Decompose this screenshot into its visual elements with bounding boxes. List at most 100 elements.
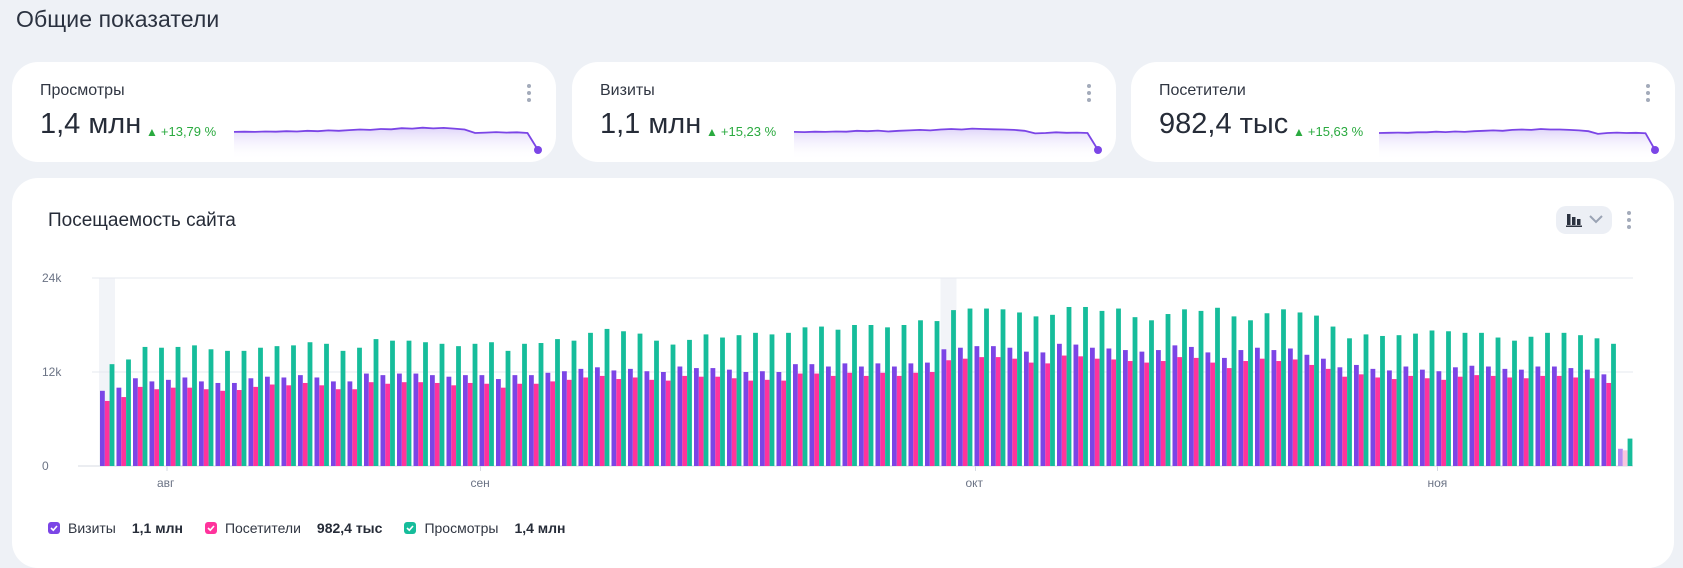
bar-visitors [797,373,803,466]
bar-visitors [880,372,886,466]
bar-visitors [352,389,358,466]
bar-visitors [335,389,341,466]
bar-visitors [698,376,704,466]
bar-views [571,340,577,466]
bar-views [109,364,115,466]
bar-visitors [302,382,308,466]
bar-visitors [368,382,374,466]
legend-item-views[interactable]: Просмотры 1,4 млн [404,520,566,536]
bar-visitors [170,387,176,466]
bar-visits [1007,347,1013,466]
bar-visitors [220,390,226,466]
bar-views [786,332,791,466]
bar-visitors [484,383,490,466]
kpi-delta: ▲ +15,23 % [706,124,776,139]
sparkline [793,127,1102,160]
checkbox-checked-icon[interactable] [404,522,417,534]
checkbox-checked-icon[interactable] [204,522,217,534]
bar-visitors [1540,375,1546,466]
bar-visits [628,368,633,466]
bar-views [472,343,478,466]
bar-visits [859,366,864,466]
bar-visitors [203,389,209,466]
bar-visitors [418,382,424,466]
legend-value: 982,4 тыс [316,520,383,536]
kpi-card-visits[interactable]: Визиты 1,1 млн ▲ +15,23 % [572,62,1116,162]
chart-type-select[interactable] [1556,206,1612,234]
bar-visits [199,381,204,466]
bar-visits [1271,350,1277,466]
bar-visits [611,370,617,466]
legend-value: 1,1 млн [131,520,183,536]
chevron-down-icon [1589,215,1603,224]
bar-visits [826,366,831,466]
legend-item-visitors[interactable]: Посетители 982,4 тыс [204,520,383,536]
bar-visitors [1457,376,1463,466]
bar-views [1083,306,1088,466]
bar-visitors [731,378,737,466]
bar-visits [743,372,749,466]
bar-views [1281,309,1286,466]
sparkline-area [1379,129,1655,160]
kpi-card-views[interactable]: Просмотры 1,4 млн ▲ +13,79 % [12,62,556,162]
bar-visitors [319,385,325,466]
traffic-chart-card: Посещаемость сайта 0 12k 24k авг сен окт ноя В… [12,178,1674,568]
bar-views [1627,438,1633,466]
bar-visitors [632,377,638,466]
kpi-card-visitors[interactable]: Посетители 982,4 тыс ▲ +15,63 % [1131,62,1675,162]
more-menu-icon[interactable] [526,84,532,104]
bar-visitors [748,380,754,466]
bar-visits [694,368,699,466]
bar-visits [760,371,765,466]
chart-legend: Визиты 1,1 млн Посетители 982,4 тыс Прос… [48,520,588,536]
bar-views [1066,306,1072,466]
bar-visits [1337,367,1343,466]
bar-visitors [121,397,127,466]
bar-visits [248,378,254,466]
bar-visitors [599,375,605,466]
bar-views [736,335,742,466]
bar-visitors [995,357,1001,466]
bar-visitors [451,385,457,466]
bar-views [142,346,148,466]
kpi-delta: ▲ +15,63 % [1293,124,1363,139]
bar-views [934,321,940,466]
bar-visitors [1210,362,1216,466]
bar-visits [1090,347,1095,466]
bar-views [1446,331,1451,466]
bar-visits [1321,358,1326,466]
more-menu-icon[interactable] [1626,211,1632,231]
bar-visits [1205,352,1211,466]
bar-views [637,333,643,466]
bar-visits [463,375,468,466]
bar-visitors [1061,355,1067,466]
bar-visits [661,372,666,466]
bar-visitors [1375,377,1381,466]
kpi-name: Посетители [1159,82,1246,99]
bar-views [1231,316,1237,466]
bar-views [1545,332,1550,466]
bar-visits [100,390,105,466]
bar-visits [1172,345,1178,466]
bar-visits [1585,369,1590,466]
bar-views [1495,337,1501,466]
bar-views [241,350,247,466]
kpi-value: 1,4 млн [40,108,142,140]
bar-views [1347,338,1352,466]
kpi-name: Просмотры [40,82,125,99]
bar-views [1215,307,1220,466]
bar-visits [182,377,188,466]
sparkline-end-point [1094,146,1102,154]
bar-views [159,347,164,466]
bar-visitors [401,382,407,466]
bar-views [291,345,296,466]
bar-views [1314,315,1319,466]
bar-visits [1502,368,1508,466]
more-menu-icon[interactable] [1645,84,1651,104]
more-menu-icon[interactable] [1086,84,1092,104]
bar-views [307,342,313,466]
checkbox-checked-icon[interactable] [48,522,60,534]
bar-visits [149,381,155,466]
bar-views [621,331,626,466]
legend-item-visits[interactable]: Визиты 1,1 млн [48,520,183,536]
